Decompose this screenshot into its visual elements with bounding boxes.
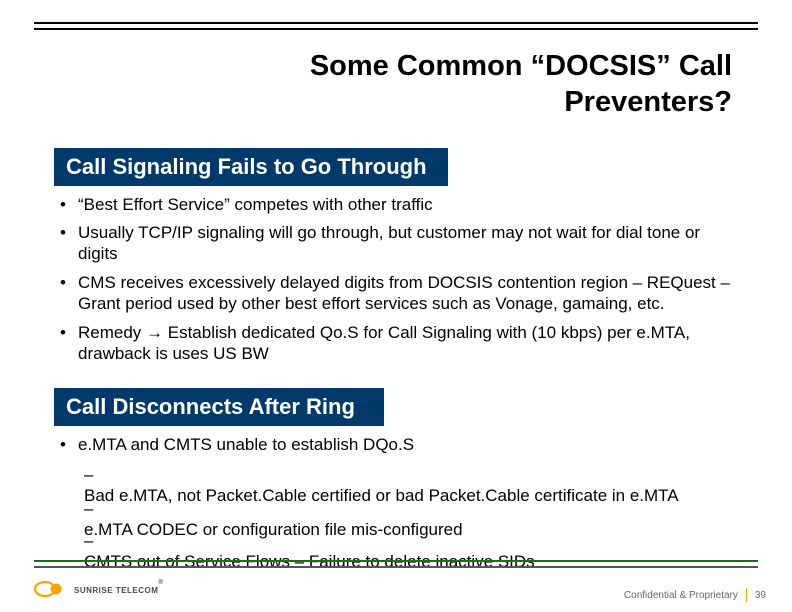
logo-text: SUNRISE TELECOM®	[74, 580, 163, 598]
bullet: •Usually TCP/IP signaling will go throug…	[60, 222, 744, 269]
footer: Confidential & Proprietary 39	[624, 588, 766, 602]
slide-title: Some Common “DOCSIS” Call Preventers?	[192, 48, 732, 121]
bullet-text: “Best Effort Service” competes with othe…	[78, 194, 744, 215]
top-rule	[34, 22, 758, 24]
footer-separator	[746, 588, 747, 602]
bullet: •CMS receives excessively delayed digits…	[60, 272, 744, 319]
bullet: •Remedy → Establish dedicated Qo.S for C…	[60, 322, 744, 369]
section-header-2: Call Disconnects After Ring	[54, 388, 384, 426]
bullet: •e.MTA and CMTS unable to establish DQo.…	[60, 434, 744, 459]
page-number: 39	[755, 590, 766, 601]
top-rule	[34, 28, 758, 30]
section-header-1: Call Signaling Fails to Go Through	[54, 148, 448, 186]
bullet-text: Usually TCP/IP signaling will go through…	[78, 222, 744, 265]
logo: SUNRISE TELECOM®	[34, 580, 163, 598]
bottom-rule	[34, 566, 758, 568]
bullet: •“Best Effort Service” competes with oth…	[60, 194, 744, 219]
bottom-rule	[34, 560, 758, 562]
bullet-text: Remedy → Establish dedicated Qo.S for Ca…	[78, 322, 744, 365]
confidential-label: Confidential & Proprietary	[624, 590, 738, 601]
bullet-text: e.MTA and CMTS unable to establish DQo.S	[78, 434, 744, 455]
sun-icon	[34, 580, 68, 598]
bullet-text: CMS receives excessively delayed digits …	[78, 272, 744, 315]
